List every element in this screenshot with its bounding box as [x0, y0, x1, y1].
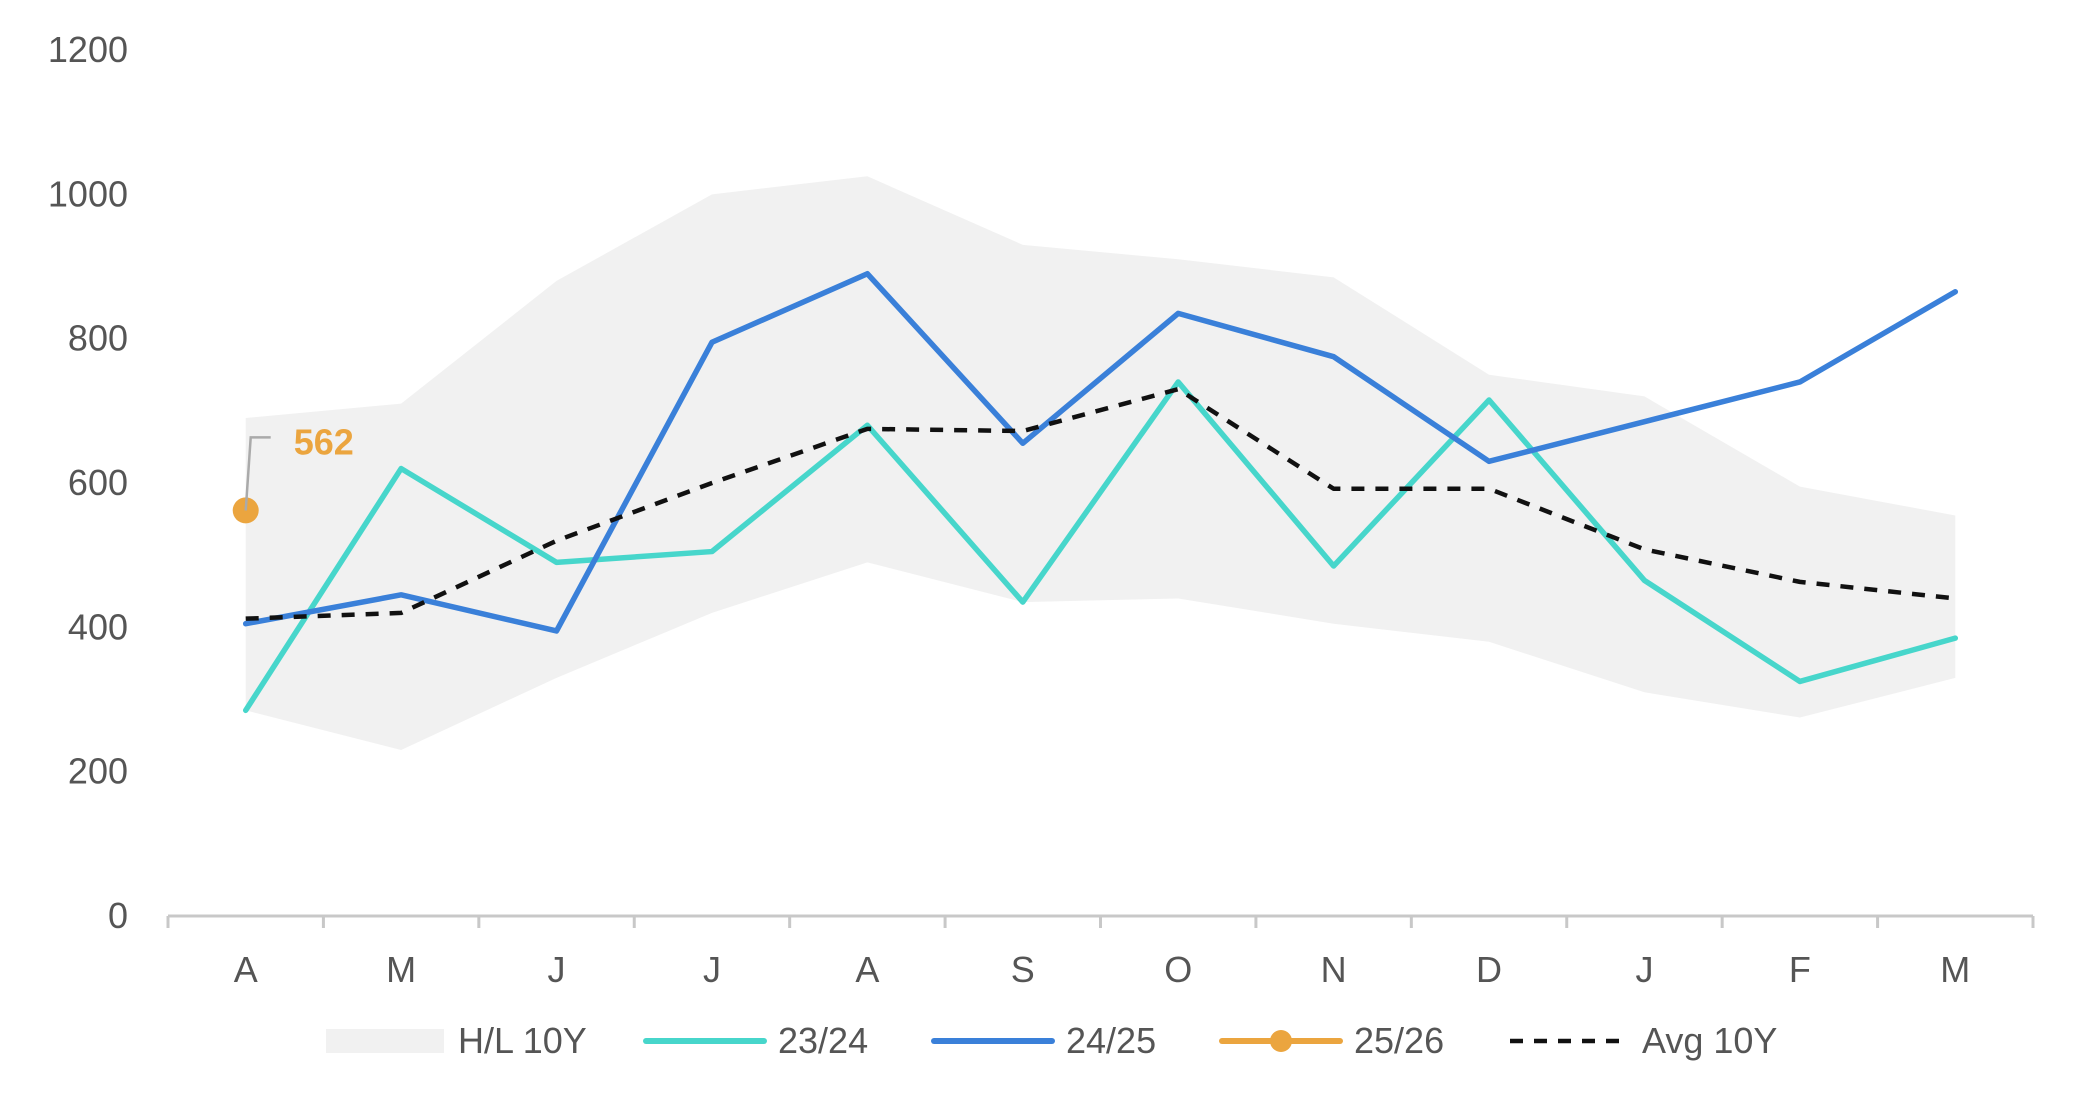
- series-25-26-point: [232, 497, 259, 524]
- y-tick-label: 0: [108, 895, 128, 936]
- x-tick-label: A: [855, 949, 879, 990]
- annotation-leader-line: [244, 436, 271, 511]
- legend-item-h-l-10y: H/L 10Y: [326, 1020, 587, 1061]
- legend-label: Avg 10Y: [1642, 1020, 1777, 1061]
- y-tick-label: 200: [68, 751, 128, 792]
- legend-item-avg-10y: Avg 10Y: [1510, 1020, 1777, 1061]
- x-tick-label: D: [1476, 949, 1502, 990]
- x-tick-label: J: [703, 949, 721, 990]
- legend-item-25-26: 25/26: [1219, 1020, 1444, 1061]
- series-avg-10y-line: [245, 386, 1956, 621]
- legend-label: 23/24: [778, 1020, 868, 1061]
- y-tick-label: 400: [68, 606, 128, 647]
- legend: H/L 10Y 23/24 24/25 25/26 Avg 10Y: [326, 1020, 1777, 1061]
- legend-label: H/L 10Y: [458, 1020, 587, 1061]
- band-area: [245, 176, 1956, 751]
- y-tick-label: 800: [68, 318, 128, 359]
- x-tick-label: N: [1321, 949, 1347, 990]
- annotation-layer: 562: [244, 421, 354, 511]
- y-tick-label: 1200: [48, 29, 128, 70]
- series-23-24-line: [242, 379, 1959, 714]
- legend-label: 25/26: [1354, 1020, 1444, 1061]
- x-tick-label: A: [234, 949, 258, 990]
- legend-label: 24/25: [1066, 1020, 1156, 1061]
- x-tick-label: J: [548, 949, 566, 990]
- axes: 0 200 400 600 800 1000 1200 A M J J A S O N D J F M: [48, 29, 2035, 990]
- legend-swatch: [326, 1029, 444, 1053]
- x-tick-label: S: [1011, 949, 1035, 990]
- series-layer: [232, 270, 1959, 714]
- x-tick-label: M: [1940, 949, 1970, 990]
- x-tick-label: M: [386, 949, 416, 990]
- series-24-25-line: [242, 270, 1959, 634]
- legend-swatch-marker: [1270, 1030, 1292, 1052]
- x-tick-label: F: [1789, 949, 1811, 990]
- legend-item-24-25: 24/25: [931, 1020, 1156, 1061]
- x-tick-label: O: [1164, 949, 1192, 990]
- data-label: 562: [294, 421, 354, 462]
- y-tick-label: 1000: [48, 173, 128, 214]
- band-layer: [245, 176, 1956, 751]
- x-tick-label: J: [1635, 949, 1653, 990]
- y-tick-label: 600: [68, 462, 128, 503]
- legend-item-23-24: 23/24: [643, 1020, 868, 1061]
